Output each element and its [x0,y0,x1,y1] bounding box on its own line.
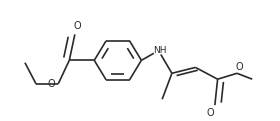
Text: NH: NH [153,46,166,55]
Text: O: O [74,21,81,31]
Text: O: O [236,62,244,72]
Text: O: O [207,108,214,118]
Text: O: O [48,79,55,89]
